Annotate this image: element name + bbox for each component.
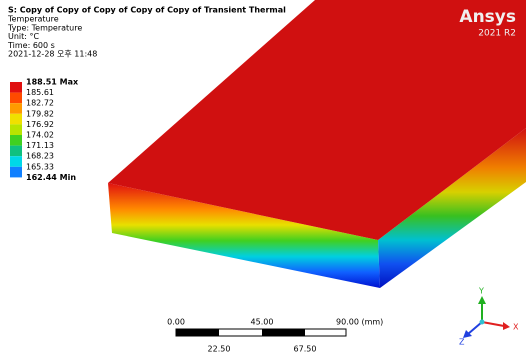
logo-version: 2021 R2 bbox=[478, 29, 516, 39]
axis-x: X bbox=[513, 323, 519, 332]
axis-z: Z bbox=[459, 338, 465, 347]
scale-label: 22.50 bbox=[208, 345, 231, 354]
title: S: Copy of Copy of Copy of Copy of Copy … bbox=[8, 6, 286, 15]
scale-label: 90.00 (mm) bbox=[336, 318, 383, 327]
scale-seg bbox=[262, 329, 305, 336]
scale-seg bbox=[176, 329, 219, 336]
legend-label: 176.92 bbox=[26, 120, 54, 129]
legend-label: 171.13 bbox=[26, 141, 54, 150]
header-line: Time: 600 s bbox=[7, 41, 55, 50]
legend-label: 185.61 bbox=[26, 88, 54, 97]
legend-swatch bbox=[10, 135, 22, 146]
scale-label: 45.00 bbox=[251, 318, 274, 327]
axis-y: Y bbox=[478, 287, 484, 296]
legend-swatch bbox=[10, 146, 22, 157]
legend-label: 179.82 bbox=[26, 109, 54, 118]
legend-swatch bbox=[10, 167, 22, 178]
legend-swatch bbox=[10, 114, 22, 125]
legend-swatch bbox=[10, 156, 22, 167]
scale-bar bbox=[176, 329, 346, 336]
header-line: Type: Temperature bbox=[7, 23, 82, 32]
legend-label: 174.02 bbox=[26, 131, 54, 140]
legend-swatch bbox=[10, 93, 22, 104]
legend-label: 165.33 bbox=[26, 162, 54, 171]
legend-label: 162.44 Min bbox=[26, 173, 76, 182]
model bbox=[108, 0, 526, 288]
header-line: 2021-12-28 오후 11:48 bbox=[8, 50, 97, 59]
legend-swatch bbox=[10, 124, 22, 135]
legend-label: 168.23 bbox=[26, 152, 54, 161]
header-line: Temperature bbox=[7, 15, 59, 24]
scale-label: 0.00 bbox=[167, 318, 185, 327]
legend-swatch bbox=[10, 103, 22, 114]
legend-swatch bbox=[10, 82, 22, 93]
legend-label: 188.51 Max bbox=[26, 78, 79, 87]
logo-name: Ansys bbox=[459, 7, 516, 27]
scale-label: 67.50 bbox=[294, 345, 317, 354]
viewport: S: Copy of Copy of Copy of Copy of Copy … bbox=[0, 0, 526, 354]
triad: Y X Z bbox=[459, 287, 519, 347]
header-line: Unit: °C bbox=[8, 32, 40, 41]
legend-label: 182.72 bbox=[26, 99, 54, 108]
